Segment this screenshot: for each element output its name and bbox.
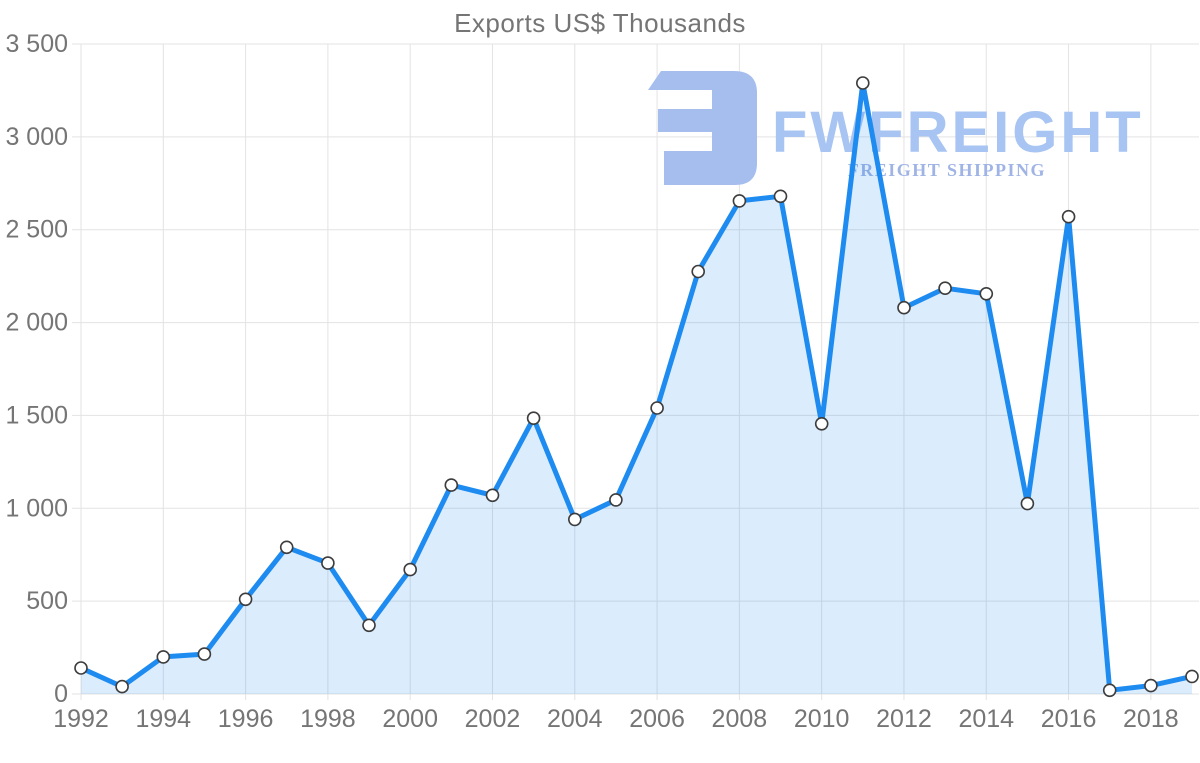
y-axis-tick-label: 3 000 xyxy=(5,123,68,151)
series-area xyxy=(81,83,1192,694)
data-point-marker[interactable] xyxy=(855,76,870,90)
x-axis-tick-label: 2004 xyxy=(547,705,603,733)
data-point-marker[interactable] xyxy=(485,488,500,503)
data-point-marker[interactable] xyxy=(1061,209,1076,224)
data-point-marker[interactable] xyxy=(321,556,335,570)
data-point-marker[interactable] xyxy=(814,416,829,431)
y-axis-tick-label: 1 500 xyxy=(5,401,68,429)
x-axis-tick-label: 1992 xyxy=(53,705,109,733)
x-axis-tick-label: 1996 xyxy=(218,705,274,733)
watermark-tagline-text: FREIGHT SHIPPING xyxy=(848,160,1046,180)
y-axis-tick-label: 0 xyxy=(54,680,68,708)
x-axis-labels: 1992 1994 1996 1998 2000 2002 2004 2006 2008 2010… xyxy=(53,705,1178,733)
x-axis-tick-label: 2014 xyxy=(958,705,1014,733)
data-point-marker[interactable] xyxy=(609,493,623,507)
x-axis-tick-label: 2002 xyxy=(465,705,521,733)
y-axis-tick-label: 500 xyxy=(26,587,68,615)
data-point-marker[interactable] xyxy=(238,592,253,607)
data-point-marker[interactable] xyxy=(403,562,418,577)
fwfreight-logo-icon xyxy=(648,71,757,185)
data-point-markers[interactable] xyxy=(74,76,1199,698)
data-point-marker[interactable] xyxy=(197,647,212,661)
gridlines xyxy=(72,43,1199,700)
data-point-marker[interactable] xyxy=(526,411,541,426)
watermark: FWFREIGHT FREIGHT SHIPPING xyxy=(648,71,1144,185)
x-axis-tick-label: 2006 xyxy=(629,705,685,733)
data-point-marker[interactable] xyxy=(1185,669,1199,684)
data-point-marker[interactable] xyxy=(650,401,664,415)
chart-title: Exports US$ Thousands xyxy=(454,8,746,38)
y-axis-tick-label: 2 000 xyxy=(5,309,68,337)
watermark-brand-text: FWFREIGHT xyxy=(772,100,1144,165)
x-axis-tick-label: 1998 xyxy=(300,705,356,733)
data-point-marker[interactable] xyxy=(773,189,788,204)
data-point-marker[interactable] xyxy=(115,679,129,694)
x-axis-tick-label: 2008 xyxy=(712,705,768,733)
y-axis-tick-label: 2 500 xyxy=(5,216,68,244)
data-point-marker[interactable] xyxy=(567,512,582,527)
x-axis-tick-label: 1994 xyxy=(135,705,191,733)
data-point-marker[interactable] xyxy=(732,194,747,208)
data-point-marker[interactable] xyxy=(691,264,706,279)
data-point-marker[interactable] xyxy=(979,286,994,301)
series-line xyxy=(78,80,1195,693)
y-axis-tick-label: 1 000 xyxy=(5,494,68,522)
data-point-marker[interactable] xyxy=(362,618,376,633)
data-point-marker[interactable] xyxy=(1020,496,1035,511)
data-point-marker[interactable] xyxy=(1144,678,1158,693)
x-axis-tick-label: 2018 xyxy=(1123,705,1179,733)
data-point-marker[interactable] xyxy=(444,478,459,492)
y-axis-labels: 0 500 1 000 1 500 2 000 2 500 3 000 3 500 xyxy=(5,30,68,708)
data-point-marker[interactable] xyxy=(897,300,911,315)
x-axis-tick-label: 2000 xyxy=(382,705,438,733)
y-axis-tick-label: 3 500 xyxy=(5,30,68,58)
x-axis-tick-label: 2010 xyxy=(794,705,850,733)
x-axis-tick-label: 2016 xyxy=(1041,705,1097,733)
x-axis-tick-label: 2012 xyxy=(876,705,932,733)
data-point-marker[interactable] xyxy=(938,281,952,296)
data-point-marker[interactable] xyxy=(279,540,294,555)
data-point-marker[interactable] xyxy=(156,650,171,664)
data-point-marker[interactable] xyxy=(1102,683,1117,698)
data-point-marker[interactable] xyxy=(74,661,88,675)
